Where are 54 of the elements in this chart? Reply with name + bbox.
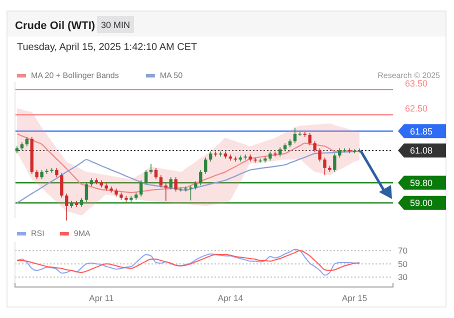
candlestick — [164, 183, 168, 202]
candlestick — [303, 131, 306, 138]
candlestick — [313, 140, 316, 153]
candlestick — [214, 151, 218, 157]
candlestick — [189, 185, 192, 201]
candlestick — [169, 176, 172, 190]
legend-label: 9MA — [74, 229, 92, 238]
x-tick-label: Apr 15 — [342, 293, 368, 303]
legend-label: RSI — [31, 229, 44, 238]
candlestick — [149, 163, 153, 174]
chart-title: Crude Oil (WTI) — [15, 20, 96, 32]
ref-line-label: 62.50 — [405, 104, 428, 114]
candlestick — [35, 169, 38, 180]
candlestick — [154, 167, 158, 180]
candlestick — [348, 148, 352, 154]
candlestick — [333, 153, 336, 172]
x-tick-label: Apr 14 — [218, 293, 244, 303]
candlestick — [84, 182, 88, 202]
candlestick — [159, 174, 163, 188]
candlestick — [208, 151, 212, 162]
candlestick — [234, 156, 237, 162]
ref-line-label: 59.80 — [410, 178, 433, 188]
candlestick — [278, 146, 282, 157]
candlestick — [139, 180, 143, 197]
legend-label: MA 50 — [160, 71, 184, 80]
candlestick — [218, 151, 222, 157]
candlestick — [60, 172, 64, 198]
legend-label: MA 20 + Bollinger Bands — [31, 71, 119, 80]
x-tick-label: Apr 11 — [89, 293, 114, 303]
ref-line-label: 61.85 — [410, 126, 433, 136]
ref-line-label: 61.08 — [410, 146, 433, 156]
candlestick — [204, 157, 208, 174]
candlestick — [65, 193, 68, 221]
text: Research © 2025 — [378, 71, 441, 80]
ref-line-label: 63.50 — [405, 78, 428, 89]
candlestick — [308, 132, 312, 146]
y-tick-label: 70 — [398, 246, 408, 256]
candlestick — [94, 178, 98, 185]
candlestick — [199, 169, 202, 186]
candlestick — [318, 148, 322, 162]
text: 30 MIN — [100, 20, 130, 30]
candlestick — [144, 169, 148, 185]
candlestick — [268, 151, 272, 161]
candlestick — [80, 197, 84, 208]
candlestick — [55, 167, 58, 178]
chart-subtitle: Tuesday, April 15, 2025 1:42:10 AM CET — [17, 42, 198, 53]
ref-line-label: 59.00 — [410, 198, 433, 208]
y-tick-label: 50 — [398, 258, 408, 269]
candlestick — [293, 127, 297, 144]
candlestick — [174, 176, 178, 192]
candlestick — [323, 157, 326, 176]
y-tick-label: 30 — [398, 272, 408, 282]
candlestick — [274, 151, 277, 157]
candlestick — [40, 169, 44, 180]
